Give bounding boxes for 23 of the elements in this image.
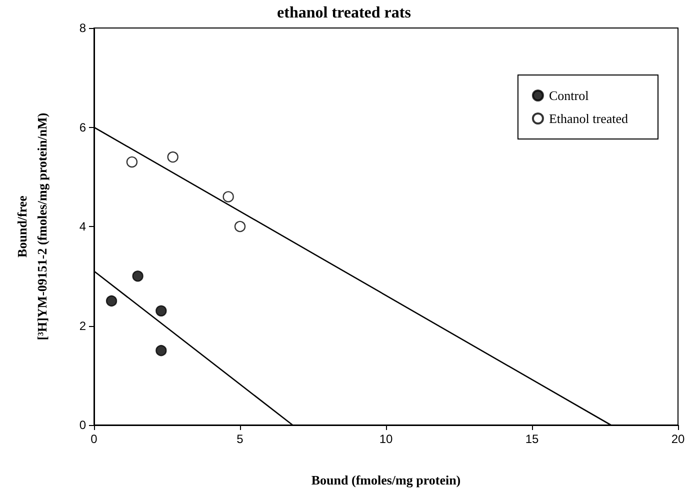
y-tick-label: 4 xyxy=(79,220,86,234)
legend-label: Ethanol treated xyxy=(548,111,628,126)
y-tick-label: 6 xyxy=(79,120,86,134)
point xyxy=(222,191,234,202)
point xyxy=(106,295,118,307)
point xyxy=(126,156,138,168)
point xyxy=(234,220,246,232)
legend-label: Control xyxy=(548,88,590,103)
x-tick-label: 20 xyxy=(671,432,685,446)
point xyxy=(156,305,167,316)
x-tick-label: 10 xyxy=(379,432,393,446)
chart-title: ethanol treated rats xyxy=(277,4,411,22)
point xyxy=(167,151,178,163)
point xyxy=(156,344,167,356)
x-tick-label: 5 xyxy=(236,432,244,446)
x-tick-label: 0 xyxy=(90,432,98,446)
y-tick-label: 2 xyxy=(79,318,86,333)
x-tick-label: 15 xyxy=(525,432,539,446)
point xyxy=(132,270,144,282)
y-axis-title: Bound/free [³H]YM-09151-2 (fmoles/mg protein/nM) xyxy=(14,112,50,340)
y-tick-label: 0 xyxy=(79,418,86,432)
x-axis-title: Bound (fmoles/mg protein) xyxy=(311,472,461,488)
y-tick-label: 8 xyxy=(79,21,86,35)
